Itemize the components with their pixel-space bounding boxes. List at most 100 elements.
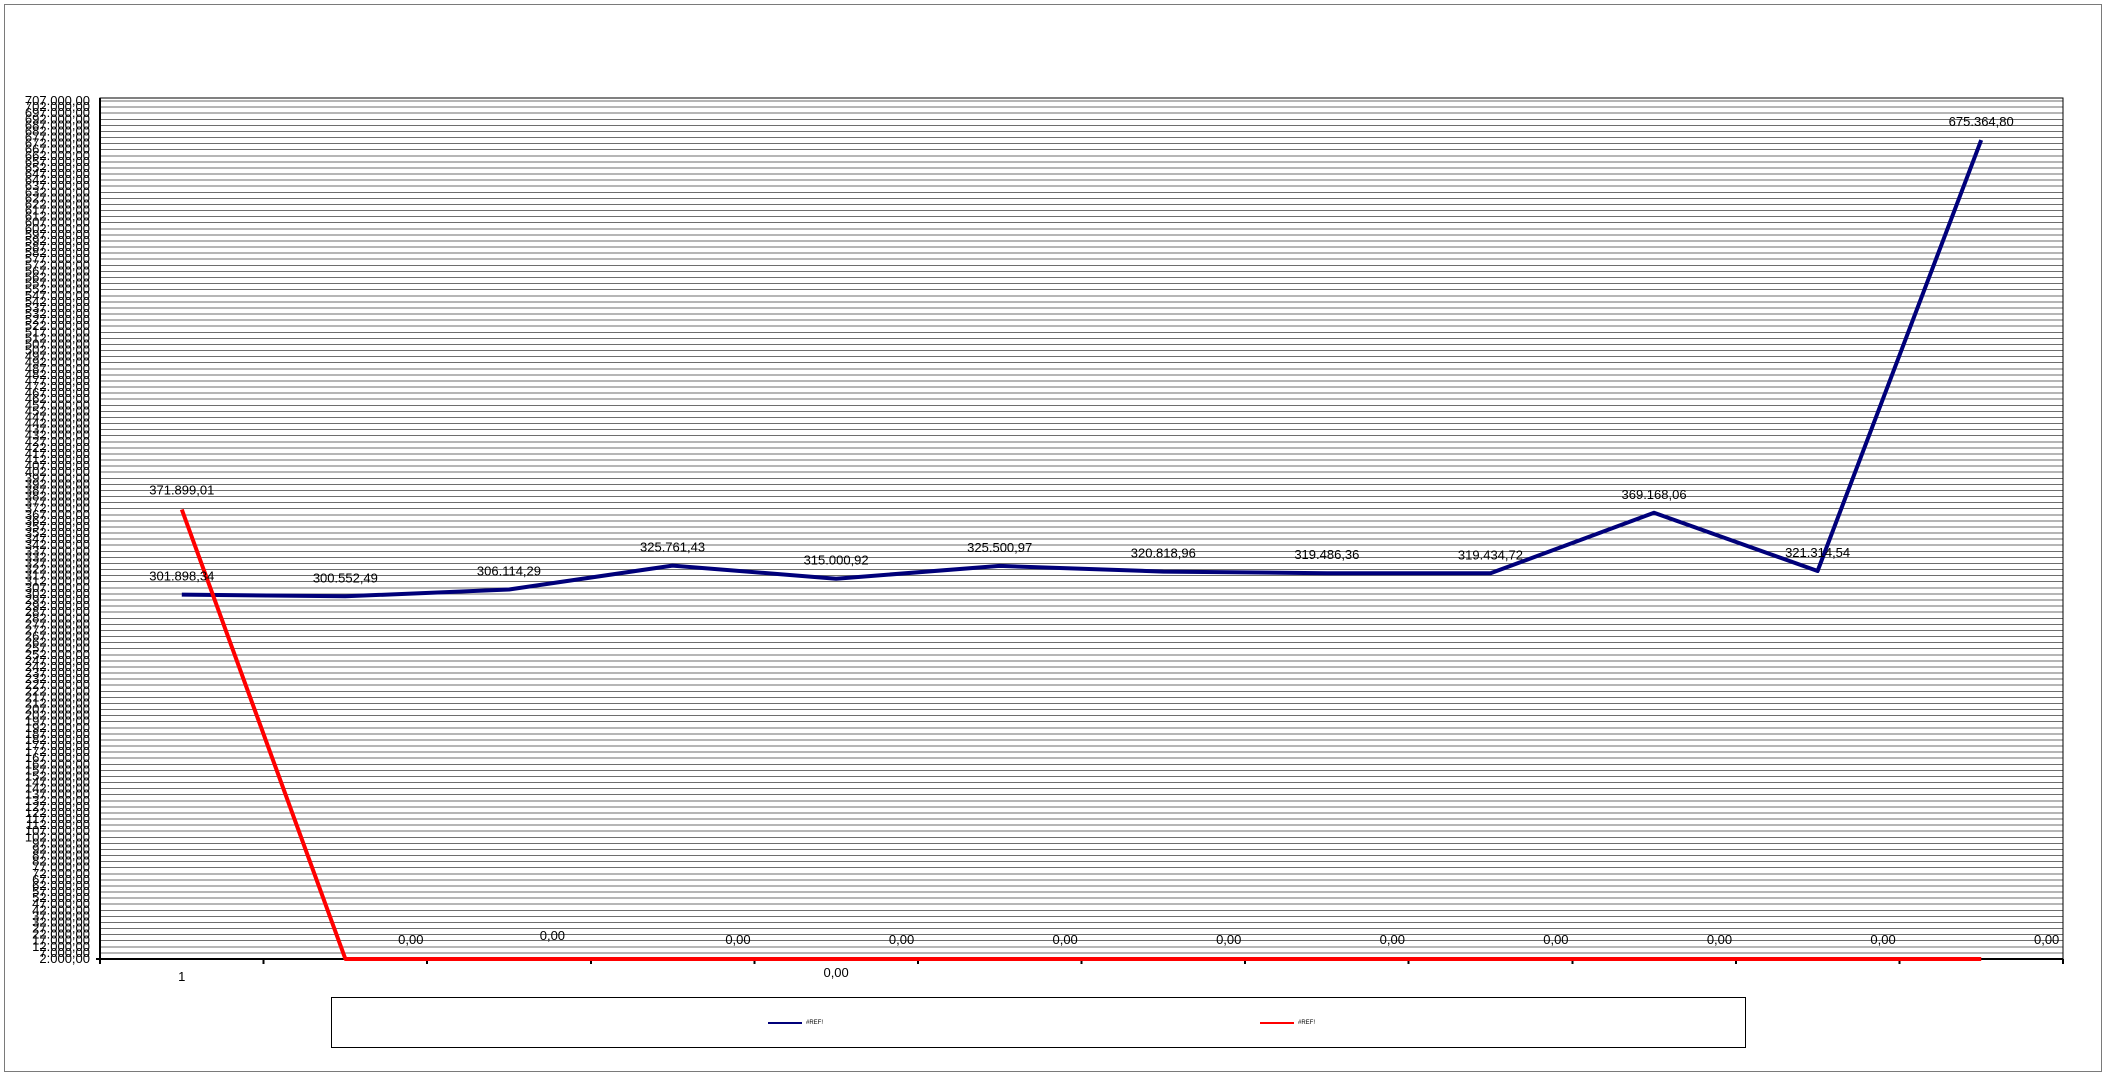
y-tick-label: 652.000,00: [25, 160, 90, 175]
y-tick-label: 552.000,00: [25, 282, 90, 297]
y-tick-label: 42.000,00: [32, 902, 90, 917]
y-tick-label: 217.000,00: [25, 689, 90, 704]
y-tick-label: 447.000,00: [25, 409, 90, 424]
y-tick-label: 297.000,00: [25, 592, 90, 607]
y-tick-label: 212.000,00: [25, 695, 90, 710]
data-labels: 301.898,34 300.552,49 306.114,29 325.761,43…: [149, 114, 2059, 947]
data-label-series-1: 325.761,43: [640, 540, 705, 555]
y-tick-label: 242.000,00: [25, 659, 90, 674]
y-tick-label: 702.000,00: [25, 99, 90, 114]
y-tick-label: 162.000,00: [25, 756, 90, 771]
y-tick-label: 82.000,00: [32, 854, 90, 869]
data-label-series-2: 371.899,01: [149, 482, 214, 497]
series-line-1: [181, 139, 1984, 599]
y-tick-label: 332.000,00: [25, 549, 90, 564]
y-tick-label: 542.000,00: [25, 294, 90, 309]
y-tick-label: 57.000,00: [32, 884, 90, 899]
y-tick-label: 502.000,00: [25, 343, 90, 358]
y-tick-label: 182.000,00: [25, 732, 90, 747]
y-tick-label: 662.000,00: [25, 148, 90, 163]
gridlines: [100, 100, 2063, 960]
y-tick-label: 557.000,00: [25, 276, 90, 291]
y-tick-label: 37.000,00: [32, 908, 90, 923]
legend-swatch-series-2: [1260, 1022, 1294, 1024]
y-tick-label: 102.000,00: [25, 829, 90, 844]
y-tick-label: 107.000,00: [25, 823, 90, 838]
y-axis-tick-labels: 2.000,007.000,0012.000,0017.000,0022.000…: [25, 93, 90, 966]
y-tick-label: 357.000,00: [25, 519, 90, 534]
y-tick-label: 422.000,00: [25, 440, 90, 455]
y-tick-label: 457.000,00: [25, 397, 90, 412]
y-tick-label: 482.000,00: [25, 367, 90, 382]
y-tick-label: 257.000,00: [25, 641, 90, 656]
y-tick-label: 452.000,00: [25, 403, 90, 418]
legend-label-series-2: #REF!: [1298, 1020, 1316, 1026]
y-tick-label: 622.000,00: [25, 196, 90, 211]
data-label-series-1: 319.434,72: [1458, 547, 1523, 562]
y-tick-label: 337.000,00: [25, 543, 90, 558]
y-tick-label: 27.000,00: [32, 921, 90, 936]
y-tick-label: 667.000,00: [25, 142, 90, 157]
data-label-series-1: 306.114,29: [477, 564, 541, 579]
y-tick-label: 17.000,00: [32, 933, 90, 948]
chart-frame: [4, 4, 2102, 1072]
y-tick-label: 637.000,00: [25, 178, 90, 193]
y-tick-label: 292.000,00: [25, 598, 90, 613]
plot-area-border: [99, 97, 2064, 960]
y-tick-label: 132.000,00: [25, 793, 90, 808]
y-tick-label: 112.000,00: [26, 817, 90, 832]
y-tick-label: 647.000,00: [25, 166, 90, 181]
y-tick-label: 342.000,00: [25, 537, 90, 552]
y-tick-label: 202.000,00: [25, 708, 90, 723]
y-tick-label: 262.000,00: [25, 635, 90, 650]
y-tick-label: 527.000,00: [25, 312, 90, 327]
y-tick-label: 377.000,00: [25, 495, 90, 510]
y-tick-label: 497.000,00: [25, 349, 90, 364]
y-tick-label: 677.000,00: [25, 130, 90, 145]
y-tick-label: 167.000,00: [25, 750, 90, 765]
y-tick-label: 392.000,00: [25, 476, 90, 491]
y-tick-label: 487.000,00: [25, 361, 90, 376]
y-tick-label: 682.000,00: [25, 123, 90, 138]
data-label-series-1: 319.486,36: [1294, 547, 1359, 562]
y-tick-label: 2.000,00: [39, 951, 90, 966]
y-tick-label: 7.000,00: [39, 945, 90, 960]
series-lines: [179, 139, 1984, 961]
y-tick-label: 362.000,00: [25, 513, 90, 528]
y-tick-label: 77.000,00: [32, 860, 90, 875]
legend-item-series-2: #REF!: [1260, 1016, 1315, 1030]
y-tick-label: 142.000,00: [25, 781, 90, 796]
y-tick-label: 417.000,00: [25, 446, 90, 461]
y-tick-label: 317.000,00: [25, 568, 90, 583]
y-tick-label: 472.000,00: [25, 379, 90, 394]
y-tick-label: 402.000,00: [25, 464, 90, 479]
y-tick-label: 687.000,00: [25, 117, 90, 132]
y-tick-label: 642.000,00: [25, 172, 90, 187]
y-tick-label: 87.000,00: [32, 848, 90, 863]
y-tick-label: 602.000,00: [25, 221, 90, 236]
y-tick-label: 587.000,00: [25, 239, 90, 254]
y-tick-label: 227.000,00: [25, 677, 90, 692]
y-tick-label: 437.000,00: [25, 422, 90, 437]
y-tick-label: 157.000,00: [25, 762, 90, 777]
y-tick-label: 387.000,00: [25, 482, 90, 497]
y-tick-label: 592.000,00: [25, 233, 90, 248]
data-label-series-1: 325.500,97: [967, 540, 1032, 555]
y-tick-label: 412.000,00: [25, 452, 90, 467]
data-label-series-2: 0,00: [1870, 932, 1895, 947]
x-tick-label: 0,00: [823, 965, 848, 980]
y-tick-label: 467.000,00: [25, 385, 90, 400]
y-tick-label: 97.000,00: [32, 835, 90, 850]
y-tick-label: 522.000,00: [25, 318, 90, 333]
y-tick-label: 207.000,00: [25, 702, 90, 717]
y-tick-label: 657.000,00: [25, 154, 90, 169]
y-tick-label: 192.000,00: [25, 720, 90, 735]
data-label-series-1: 300.552,49: [313, 570, 378, 585]
y-tick-label: 247.000,00: [25, 653, 90, 668]
y-tick-label: 427.000,00: [25, 434, 90, 449]
axes: [96, 97, 2064, 964]
y-tick-label: 612.000,00: [25, 209, 90, 224]
y-tick-label: 532.000,00: [25, 306, 90, 321]
data-label-series-1: 675.364,80: [1949, 114, 2014, 129]
